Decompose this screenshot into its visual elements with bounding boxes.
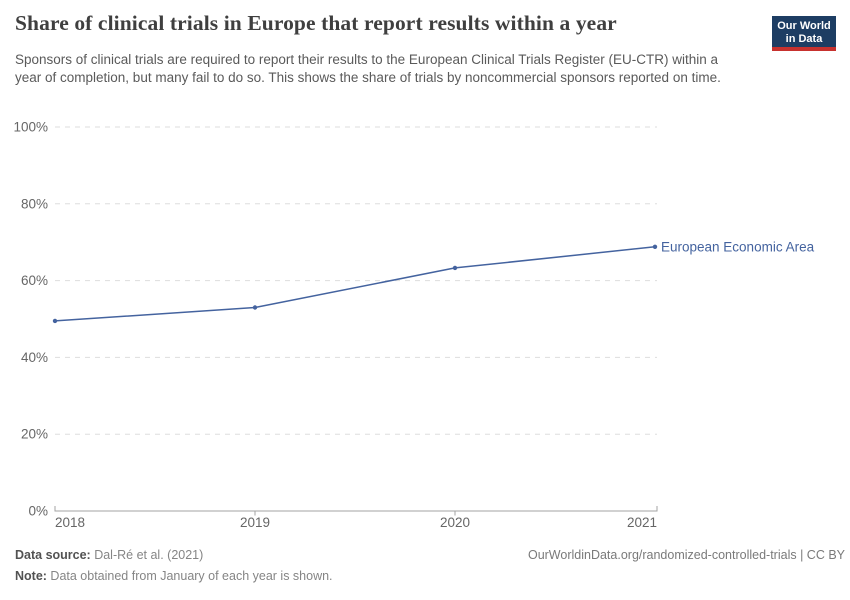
note-line: Note: Data obtained from January of each… [15, 566, 333, 587]
page-title: Share of clinical trials in Europe that … [15, 11, 617, 35]
note-label: Note: [15, 569, 47, 583]
y-axis-tick-label: 40% [21, 350, 48, 365]
x-axis-tick-label: 2019 [240, 515, 270, 530]
data-point [452, 265, 458, 271]
series-line [54, 246, 656, 322]
note-value: Data obtained from January of each year … [46, 569, 333, 583]
x-axis-tick-label: 2018 [55, 515, 85, 530]
y-axis-tick-label: 80% [21, 196, 48, 211]
y-axis-tick-label: 0% [28, 504, 48, 519]
owid-logo-text-line1: Our World [777, 20, 831, 32]
x-axis-tick-label: 2020 [440, 515, 470, 530]
data-point [52, 318, 58, 324]
x-axis-tick-label: 2021 [627, 515, 657, 530]
series-label: European Economic Area [661, 239, 815, 254]
footer-left: Data source: Dal-Ré et al. (2021) Note: … [15, 545, 333, 587]
data-source-value: Dal-Ré et al. (2021) [90, 548, 204, 562]
data-point [652, 244, 658, 249]
data-source-label: Data source: [15, 548, 91, 562]
attribution-link: OurWorldinData.org/randomized-controlled… [527, 548, 845, 562]
y-axis-tick-label: 100% [13, 120, 48, 135]
owid-logo: Our World in Data [772, 16, 836, 51]
y-axis-tick-label: 60% [21, 273, 48, 288]
data-source-line: Data source: Dal-Ré et al. (2021) [15, 545, 333, 566]
owid-logo-text-line2: in Data [785, 33, 823, 45]
owid-logo-red-bar [772, 47, 836, 51]
data-point [252, 305, 258, 310]
x-axis-line [54, 506, 658, 512]
chart-subtitle: Sponsors of clinical trials are required… [15, 52, 721, 85]
y-axis-tick-label: 20% [21, 427, 48, 442]
